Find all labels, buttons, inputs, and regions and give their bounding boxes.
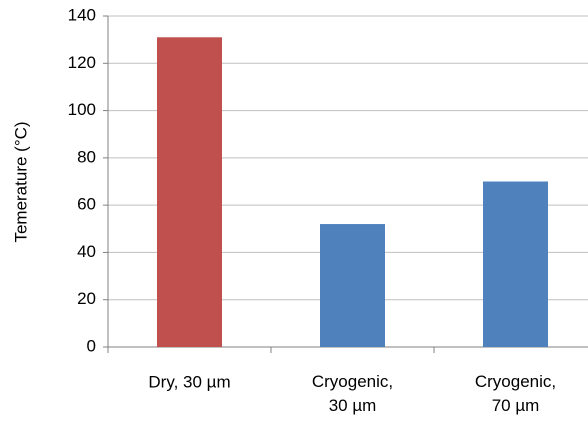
y-tick-label: 80 [77, 147, 96, 166]
y-tick-label: 0 [87, 336, 96, 355]
bar [320, 224, 385, 347]
bar [157, 37, 222, 348]
y-tick-label: 140 [68, 5, 96, 24]
x-tick-label: Dry, 30 µm [148, 372, 230, 391]
y-tick-label: 120 [68, 53, 96, 72]
x-tick-label: Cryogenic, 30 µm [312, 372, 393, 415]
y-tick-label: 100 [68, 100, 96, 119]
x-tick-label: Cryogenic, 70 µm [475, 372, 556, 415]
y-tick-label: 40 [77, 242, 96, 261]
y-tick-label: 20 [77, 289, 96, 308]
y-axis-label: Temerature (°C) [11, 121, 30, 242]
bar [483, 181, 548, 347]
y-tick-label: 60 [77, 195, 96, 214]
